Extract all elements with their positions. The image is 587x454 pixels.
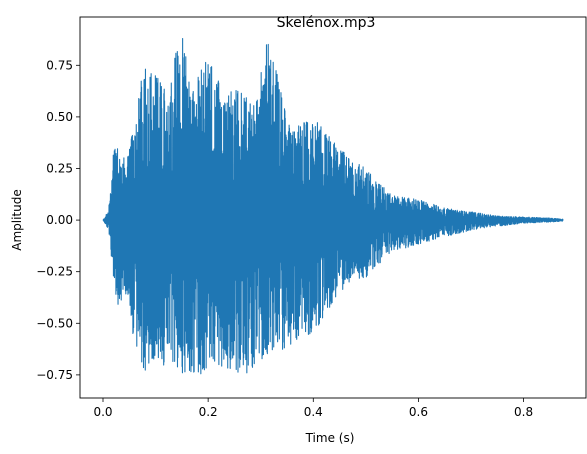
y-tick-label: −0.25 [36,265,73,279]
y-axis-ticks: −0.75 −0.50 −0.25 0.00 0.25 0.50 0.75 [36,58,80,382]
y-axis-label: Amplitude [10,189,24,251]
x-tick-label: 0.2 [199,405,218,419]
plot-series [102,38,564,375]
plot-area-frame [79,16,587,399]
chart-title: Skelénox.mp3 [277,15,376,31]
y-tick-label: −0.75 [36,368,73,382]
x-axis-label: Time (s) [305,431,355,445]
y-tick-label: 0.75 [46,58,73,72]
x-tick-label: 0.6 [409,405,428,419]
x-axis-ticks: 0.0 0.2 0.4 0.6 0.8 [93,398,533,419]
x-tick-label: 0.0 [93,405,112,419]
y-tick-label: 0.25 [46,161,73,175]
x-tick-label: 0.4 [304,405,323,419]
x-tick-label: 0.8 [514,405,533,419]
y-tick-label: −0.50 [36,316,73,330]
y-tick-label: 0.50 [46,110,73,124]
waveform-line [102,38,564,375]
y-tick-label: 0.00 [46,213,73,227]
